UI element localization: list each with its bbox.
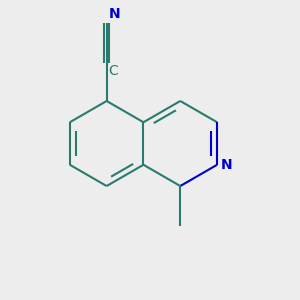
Text: N: N [221,158,232,172]
Text: N: N [108,7,120,21]
Text: C: C [108,64,118,78]
